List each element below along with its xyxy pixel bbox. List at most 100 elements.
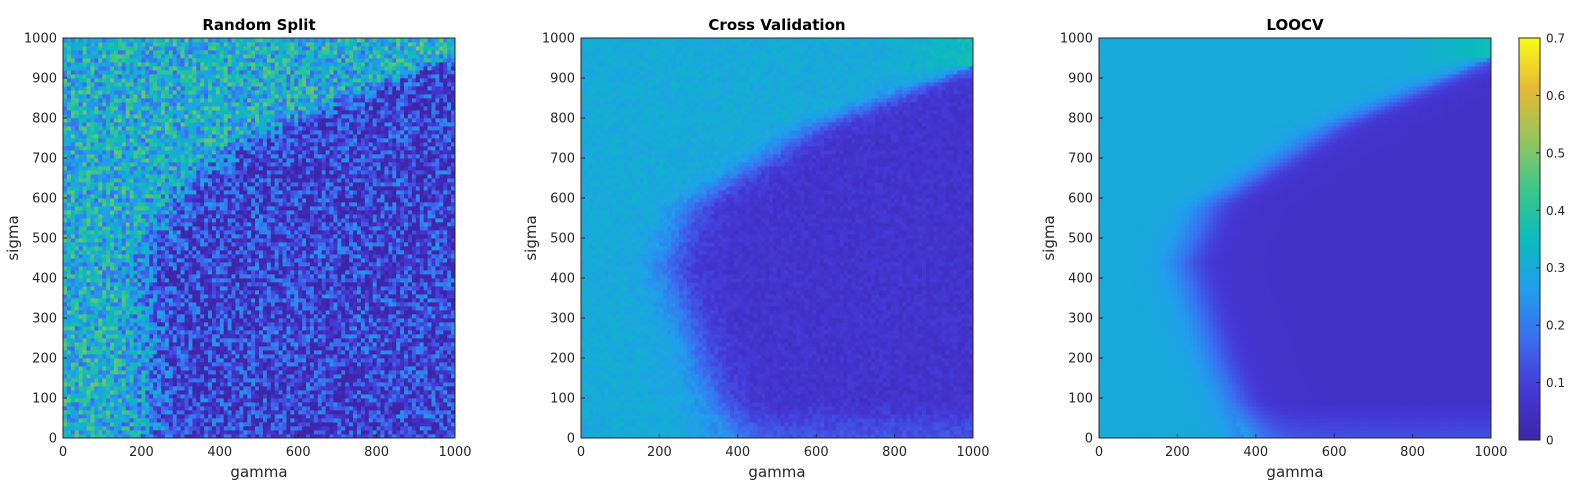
- heatmap-cell: [86, 298, 91, 303]
- heatmap-cell: [325, 278, 330, 283]
- heatmap-cell: [313, 254, 319, 259]
- heatmap-cell: [333, 314, 338, 319]
- heatmap-cell: [211, 370, 217, 375]
- heatmap-cell: [129, 318, 134, 323]
- heatmap-cell: [317, 334, 323, 339]
- heatmap-cell: [341, 346, 346, 351]
- heatmap-cell: [215, 382, 221, 387]
- heatmap-cell: [364, 282, 370, 287]
- heatmap-cell: [317, 434, 323, 439]
- heatmap-cell: [239, 402, 244, 407]
- heatmap-cell: [451, 266, 456, 271]
- heatmap-cell: [282, 390, 287, 395]
- heatmap-cell: [384, 306, 389, 311]
- heatmap-cell: [188, 394, 193, 399]
- heatmap-cell: [243, 270, 248, 275]
- heatmap-cell: [113, 298, 119, 303]
- heatmap-cell: [431, 286, 436, 291]
- heatmap-cell: [333, 422, 338, 427]
- heatmap-cell: [180, 294, 185, 299]
- heatmap-cell: [231, 410, 236, 415]
- heatmap-cell: [286, 366, 291, 371]
- heatmap-cell: [321, 418, 327, 423]
- heatmap-cell: [141, 346, 146, 351]
- heatmap-cell: [360, 290, 366, 295]
- heatmap-cell: [223, 274, 229, 279]
- heatmap-cell: [451, 250, 456, 255]
- heatmap-cell: [404, 338, 409, 343]
- heatmap-cell: [411, 258, 417, 263]
- heatmap-cell: [290, 298, 295, 303]
- heatmap-cell: [439, 334, 444, 339]
- heatmap-cell: [66, 250, 72, 255]
- heatmap-cell: [180, 390, 185, 395]
- heatmap-cell: [243, 258, 248, 263]
- heatmap-cell: [172, 434, 178, 439]
- heatmap-cell: [451, 298, 456, 303]
- heatmap-cell: [329, 382, 334, 387]
- heatmap-cell: [317, 330, 323, 335]
- heatmap-cell: [161, 266, 166, 271]
- heatmap-cell: [290, 350, 295, 355]
- heatmap-cell: [262, 250, 268, 255]
- heatmap-cell: [223, 374, 229, 379]
- heatmap-cell: [98, 330, 103, 335]
- heatmap-cell: [121, 310, 127, 315]
- heatmap-cell: [157, 242, 162, 247]
- heatmap-cell: [266, 330, 272, 335]
- heatmap-cell: [439, 362, 444, 367]
- heatmap-cell: [223, 334, 229, 339]
- heatmap-cell: [211, 434, 217, 439]
- heatmap-cell: [435, 382, 440, 387]
- heatmap-cell: [243, 318, 248, 323]
- heatmap-cell: [145, 422, 150, 427]
- heatmap-cell: [70, 418, 76, 423]
- heatmap-cell: [407, 242, 413, 247]
- heatmap-cell: [360, 246, 366, 251]
- heatmap-cell: [313, 430, 319, 435]
- heatmap-cell: [270, 330, 276, 335]
- heatmap-cell: [243, 378, 248, 383]
- heatmap-cell: [396, 394, 401, 399]
- heatmap-cell: [204, 314, 209, 319]
- heatmap-cell: [353, 398, 358, 403]
- heatmap-cell: [102, 242, 107, 247]
- heatmap-cell: [345, 402, 350, 407]
- heatmap-cell: [239, 354, 244, 359]
- heatmap-cell: [451, 274, 456, 279]
- heatmap-cell: [349, 314, 354, 319]
- heatmap-cell: [376, 266, 381, 271]
- heatmap-cell: [396, 258, 401, 263]
- heatmap-cell: [145, 266, 150, 271]
- heatmap-cell: [360, 382, 366, 387]
- heatmap-cell: [400, 342, 405, 347]
- heatmap-cell: [219, 434, 225, 439]
- heatmap-cell: [157, 286, 162, 291]
- heatmap-cell: [235, 266, 240, 271]
- heatmap-cell: [110, 410, 115, 415]
- heatmap-cell: [63, 434, 68, 439]
- heatmap-cell: [380, 274, 385, 279]
- heatmap-cell: [243, 394, 248, 399]
- heatmap-cell: [404, 254, 409, 259]
- heatmap-cell: [447, 290, 452, 295]
- heatmap-cell: [439, 350, 444, 355]
- heatmap-cell: [117, 406, 123, 411]
- heatmap-cell: [282, 386, 287, 391]
- heatmap-cell: [82, 306, 87, 311]
- heatmap-cell: [74, 254, 80, 259]
- heatmap-cell: [145, 394, 150, 399]
- heatmap-cell: [309, 418, 315, 423]
- heatmap-cell: [106, 426, 111, 431]
- heatmap-cell: [172, 254, 178, 259]
- heatmap-cell: [172, 354, 178, 359]
- heatmap-cell: [415, 238, 421, 243]
- heatmap-cell: [282, 350, 287, 355]
- heatmap-cell: [227, 326, 232, 331]
- heatmap-cell: [223, 382, 229, 387]
- heatmap-cell: [231, 350, 236, 355]
- heatmap-cell: [274, 298, 279, 303]
- heatmap-cell: [184, 290, 189, 295]
- heatmap-cell: [431, 266, 436, 271]
- heatmap-cell: [208, 330, 213, 335]
